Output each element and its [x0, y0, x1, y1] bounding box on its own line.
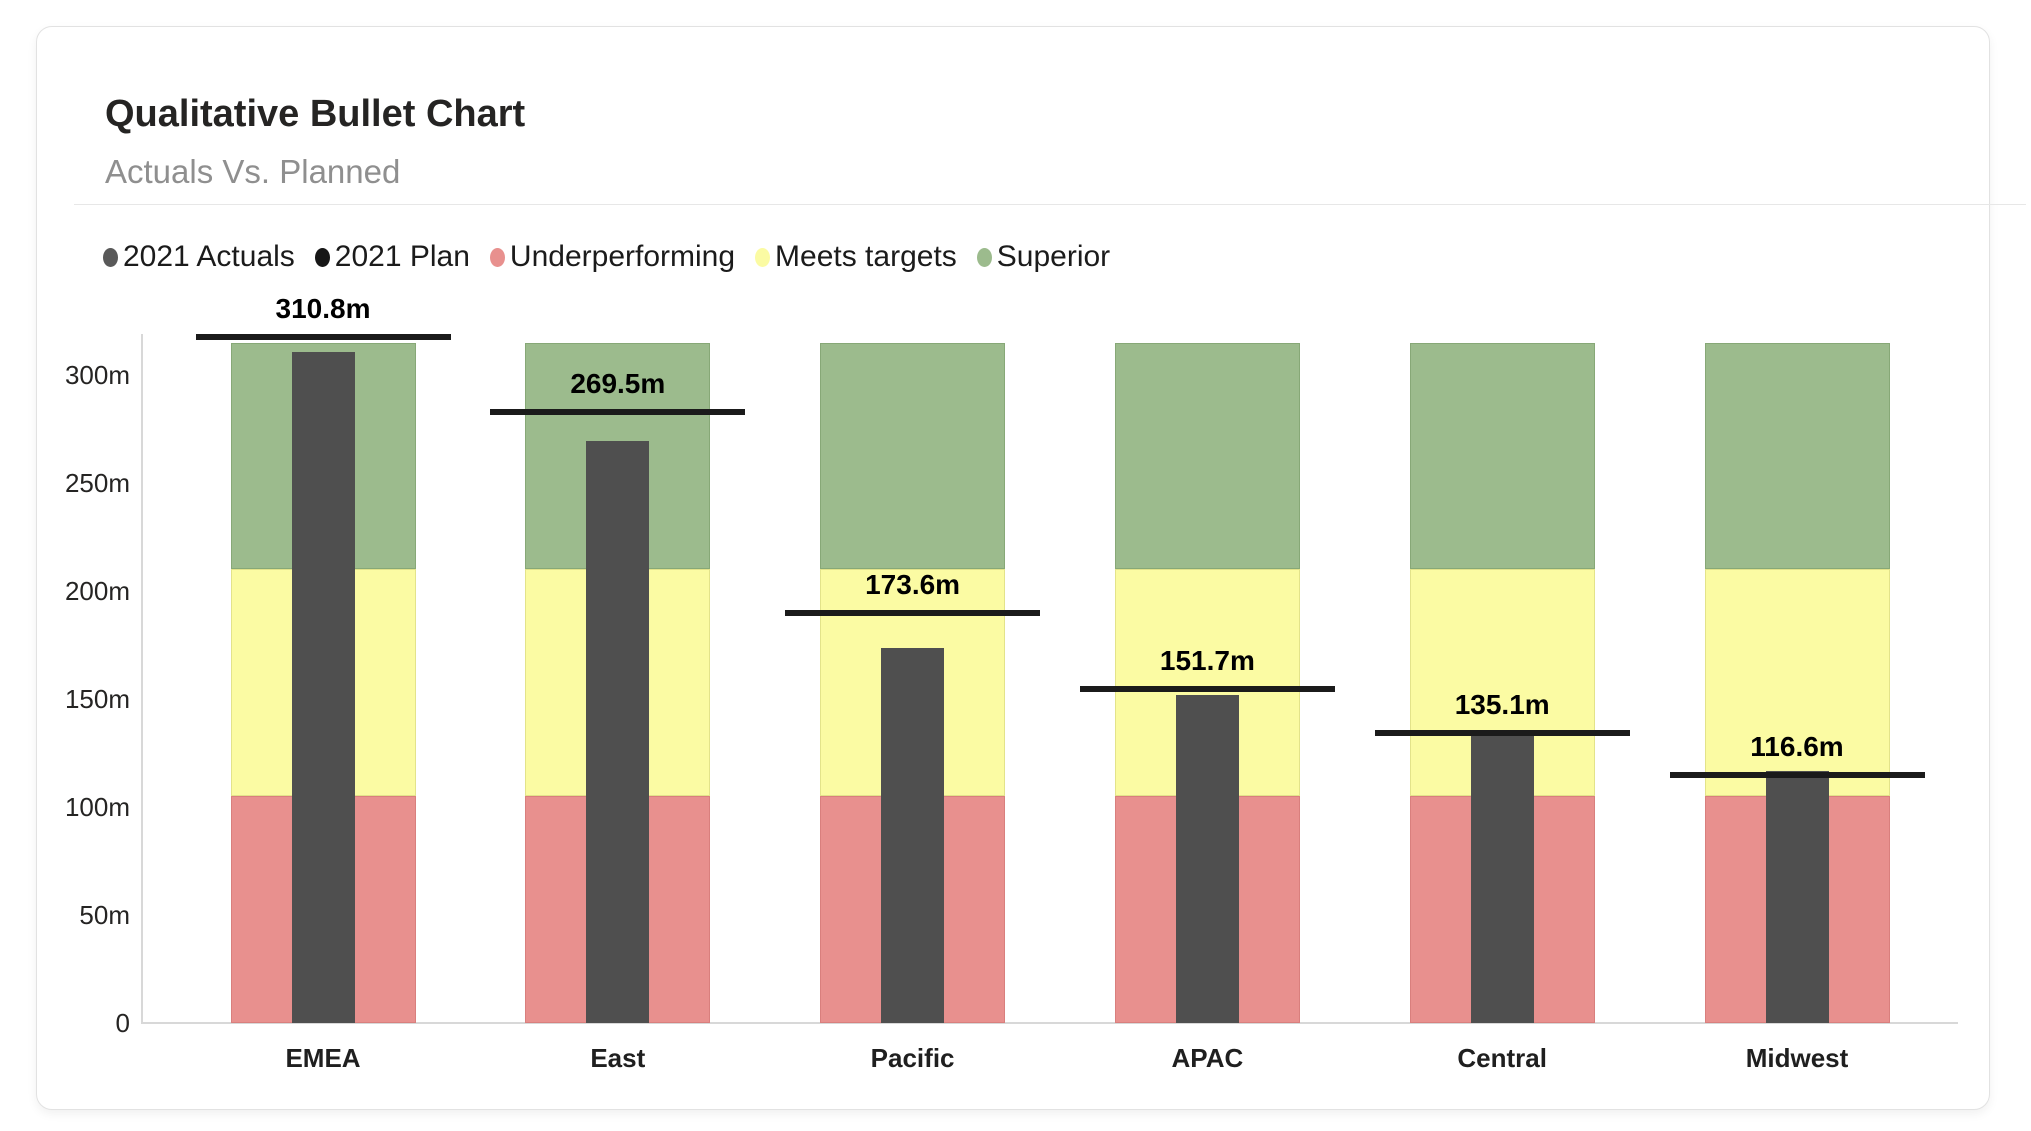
- plan-line-central[interactable]: [1374, 729, 1630, 736]
- legend-item-label: Meets targets: [775, 240, 957, 273]
- header-divider: [74, 204, 2026, 205]
- actuals-bar-pacific[interactable]: [881, 648, 945, 1023]
- legend-dot-icon: [755, 247, 771, 267]
- legend-dot-icon: [976, 247, 992, 267]
- legend-dot-icon: [314, 247, 330, 267]
- legend-dot-icon: [103, 247, 118, 267]
- actuals-bar-central[interactable]: [1470, 731, 1534, 1023]
- chart-subtitle: Actuals Vs. Planned: [105, 153, 401, 190]
- plan-line-apac[interactable]: [1079, 686, 1335, 693]
- actuals-bar-midwest[interactable]: [1765, 771, 1829, 1023]
- legend: 2021 Actuals 2021 Plan Underperforming Meet…: [103, 233, 1110, 281]
- plan-line-emea[interactable]: [195, 334, 451, 341]
- plan-line-pacific[interactable]: [785, 610, 1041, 617]
- legend-item-meets-targets[interactable]: Meets targets: [755, 240, 957, 274]
- plan-line-east[interactable]: [490, 408, 746, 415]
- legend-item-2021-actuals[interactable]: 2021 Actuals: [103, 240, 295, 274]
- legend-dot-icon: [489, 247, 505, 267]
- legend-item-superior[interactable]: Superior: [976, 240, 1111, 274]
- actuals-bar-apac[interactable]: [1175, 695, 1239, 1023]
- actuals-bar-east[interactable]: [586, 440, 650, 1023]
- legend-item-underperforming[interactable]: Underperforming: [489, 240, 736, 274]
- legend-item-label: Superior: [996, 240, 1111, 273]
- legend-item-label: Underperforming: [509, 240, 736, 273]
- plan-line-midwest[interactable]: [1669, 772, 1925, 779]
- legend-item-label: 2021 Actuals: [123, 240, 295, 273]
- legend-item-label: 2021 Plan: [334, 240, 470, 273]
- legend-item-2021-plan[interactable]: 2021 Plan: [314, 240, 470, 274]
- page-title: Qualitative Bullet Chart: [105, 93, 526, 135]
- actuals-bar-emea[interactable]: [291, 351, 355, 1023]
